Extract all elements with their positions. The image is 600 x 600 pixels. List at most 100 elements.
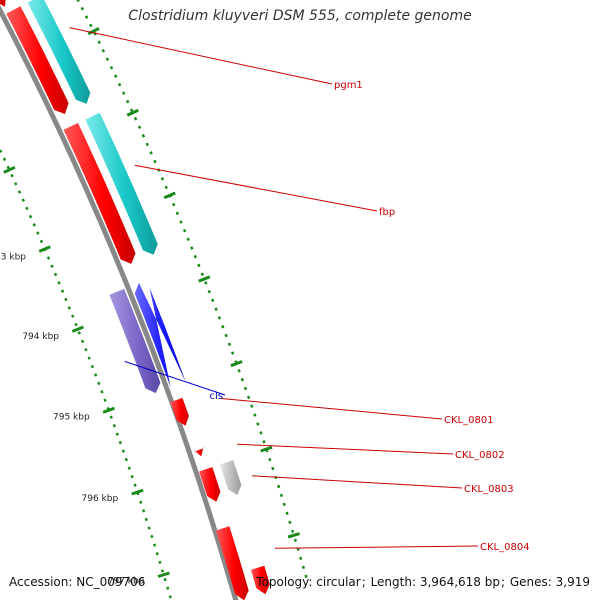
ruler-label: 796 kbp [82,494,119,504]
inner-minor-tick [32,223,36,227]
accession-value: NC_009706 [76,575,146,589]
ruler-outer-major-tick [287,532,301,539]
leader-line-CKL_0801 [221,398,443,420]
inner-minor-tick [14,182,18,186]
inner-minor-tick [130,474,134,479]
inner-minor-tick [21,198,25,202]
outer-minor-tick [145,142,149,147]
inner-minor-tick [74,322,78,327]
gene-arrow-13 [199,467,221,502]
inner-minor-tick [155,552,159,556]
ruler-major-tick [38,245,51,253]
inner-minor-tick [28,214,33,219]
map-title: Clostridium kluyveri DSM 555, complete g… [128,8,472,24]
inner-minor-tick [147,526,151,530]
inner-minor-tick [100,390,104,394]
outer-minor-tick [271,466,275,471]
ruler-outer-major-tick [260,445,273,453]
leader-line-CKL_0803 [251,475,463,489]
outer-minor-tick [200,272,204,276]
outer-minor-tick [207,289,211,294]
outer-minor-tick [121,91,126,95]
ruler-outer-major-tick [230,360,243,368]
ruler-outer-major-tick [87,27,100,36]
gene-arrow-9 [109,288,161,394]
outer-minor-tick [190,246,194,250]
gene-arrow-3 [0,0,6,7]
gene-arrow-11 [170,397,189,426]
ruler-label: 797 kbp [108,576,145,586]
outer-minor-tick [137,125,142,130]
topology-value: circular [316,575,361,589]
outer-minor-tick [237,369,241,373]
leader-line-pgm1 [69,27,333,85]
gene-features [0,0,270,600]
inner-minor-tick [118,440,122,445]
outer-minor-tick [214,307,218,311]
outer-minor-tick [250,404,254,408]
leader-line-fbp [134,164,378,212]
outer-minor-tick [282,502,286,507]
outer-minor-tick [84,15,89,19]
inner-minor-tick [133,483,137,487]
outer-minor-tick [133,116,138,121]
gene-label-fbp: fbp [379,207,395,218]
outer-minor-tick [117,82,122,87]
leader-line-cls [124,360,226,396]
outer-minor-tick [182,228,187,233]
inner-minor-tick [87,356,91,360]
outer-minor-tick [113,74,118,78]
inner-minor-tick [124,457,128,462]
length-label: Length: [370,575,417,589]
outer-minor-tick [246,395,251,400]
outer-minor-tick [291,529,295,533]
outer-minor-tick [149,151,153,155]
ruler-major-tick [71,325,84,333]
ruler-label: 795 kbp [53,413,90,423]
outer-minor-tick [109,65,114,70]
outer-minor-tick [197,263,201,268]
genes-label: Genes: [509,575,552,589]
outer-minor-tick [259,431,263,435]
inner-minor-tick [36,231,40,235]
outer-minor-tick [301,565,305,570]
outer-minor-tick [277,484,281,489]
inner-minor-tick [163,577,167,582]
ruler-outer-major-tick [198,275,211,283]
inner-minor-tick [80,339,85,344]
inner-minor-tick [50,264,54,269]
inner-minor-tick [2,157,7,162]
inner-minor-tick [160,569,165,573]
genome-backbone [0,5,239,600]
outer-minor-tick [160,176,165,181]
outer-minor-tick [129,108,134,112]
outer-minor-tick [231,351,235,355]
accession-footer: Accession: NC_009706 [9,575,145,589]
outer-minor-tick [227,342,232,347]
inner-minor-tick [0,149,3,153]
outer-minor-tick [240,377,244,382]
gene-label-CKL_0804: CKL_0804 [480,542,530,553]
inner-minor-tick [77,331,81,335]
outer-minor-tick [256,422,260,426]
outer-minor-tick [89,23,93,28]
outer-minor-tick [80,6,85,11]
outer-minor-tick [243,386,248,391]
inner-minor-tick [17,190,22,194]
outer-minor-tick [164,185,168,190]
ruler-major-tick [131,488,144,496]
inner-minor-tick [60,289,65,293]
inner-minor-tick [150,534,154,539]
outer-minor-tick [141,133,146,138]
outer-minor-tick [171,202,176,207]
outer-minor-tick [153,159,157,164]
outer-minor-tick [304,574,308,579]
gene-labels: pgm1 fbp cls CKL_0801 CKL_0802 CKL_0803 CKL_08… [69,27,530,553]
inner-minor-tick [6,165,10,170]
outer-minor-tick [262,440,266,444]
outer-minor-tick [76,0,80,3]
gene-label-cls: cls [210,391,224,402]
